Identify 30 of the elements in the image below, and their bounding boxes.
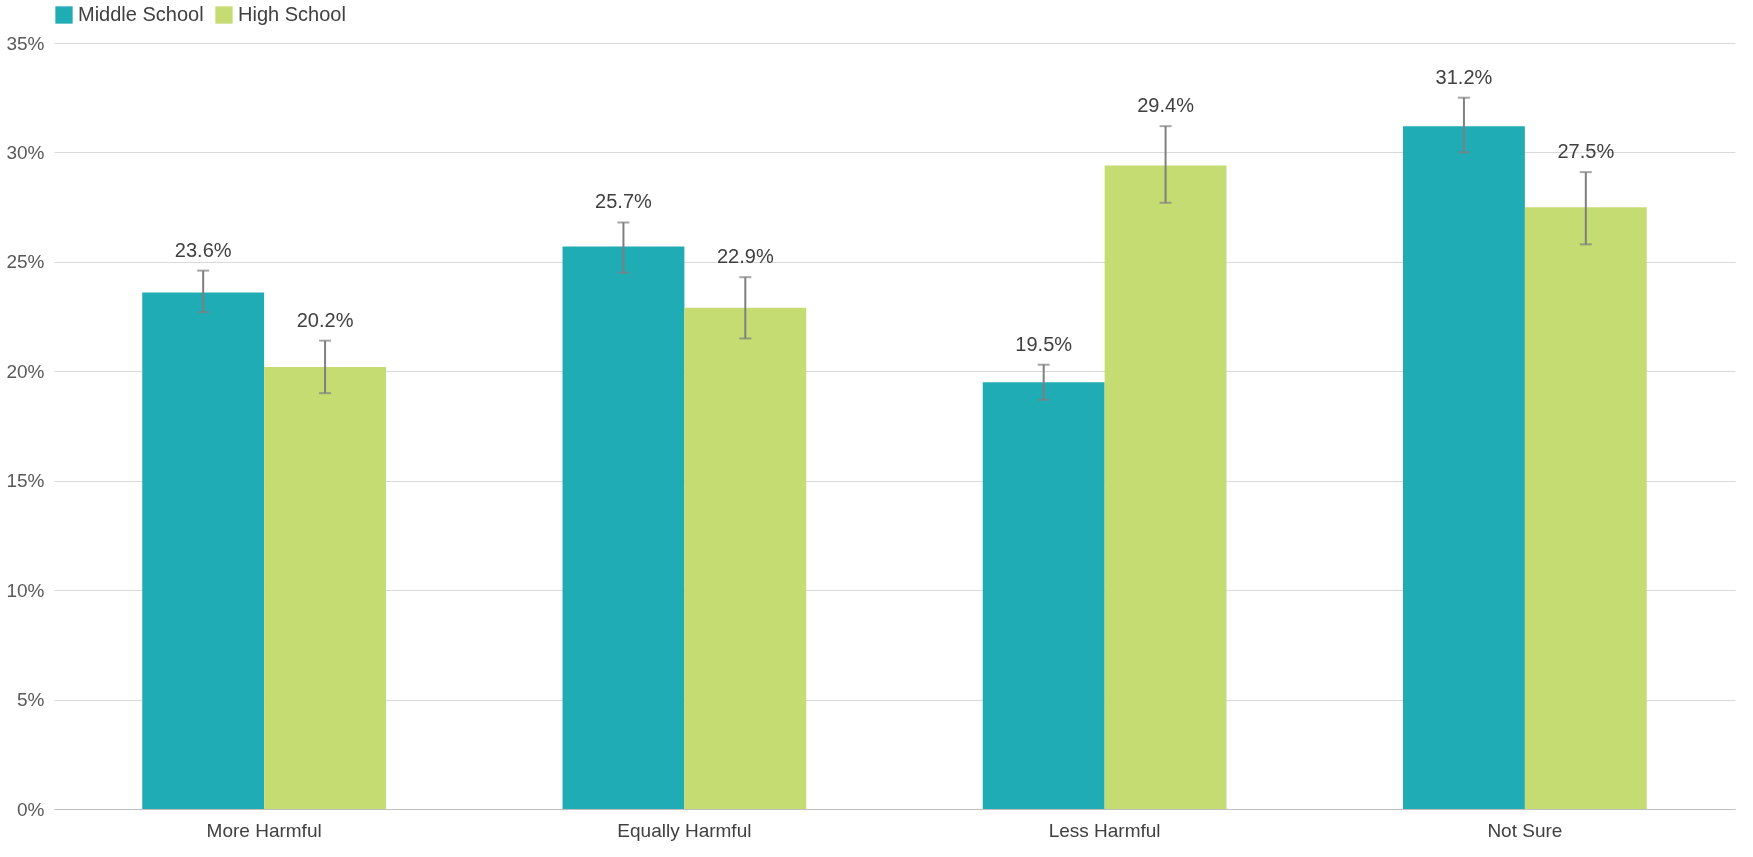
y-tick-label: 30% xyxy=(6,141,45,163)
data-label: 23.6% xyxy=(174,238,232,261)
bar xyxy=(1104,165,1227,809)
data-label: 22.9% xyxy=(716,245,774,268)
legend-label: Middle School xyxy=(78,3,204,25)
x-tick-label: Less Harmful xyxy=(1048,819,1161,841)
y-tick-label: 15% xyxy=(6,470,45,492)
y-tick-label: 10% xyxy=(6,579,45,601)
x-tick-label: Not Sure xyxy=(1487,819,1563,841)
data-label: 20.2% xyxy=(296,308,354,331)
data-label: 27.5% xyxy=(1557,140,1615,163)
bar xyxy=(982,382,1105,809)
y-tick-label: 20% xyxy=(6,360,45,382)
bar xyxy=(1403,126,1525,809)
data-label: 29.4% xyxy=(1137,94,1195,117)
bar xyxy=(684,307,807,809)
data-label: 25.7% xyxy=(595,190,653,213)
legend-label: High School xyxy=(238,3,346,25)
y-tick-label: 0% xyxy=(17,798,45,820)
bar xyxy=(562,246,685,809)
y-tick-label: 5% xyxy=(17,689,45,711)
y-tick-label: 25% xyxy=(6,251,45,273)
data-label: 31.2% xyxy=(1435,65,1493,88)
x-tick-label: Equally Harmful xyxy=(617,819,752,841)
bar xyxy=(264,366,386,809)
x-tick-label: More Harmful xyxy=(206,819,322,841)
y-tick-label: 35% xyxy=(6,32,45,54)
data-label: 19.5% xyxy=(1015,332,1073,355)
bar xyxy=(142,292,265,809)
bar xyxy=(1524,207,1647,809)
